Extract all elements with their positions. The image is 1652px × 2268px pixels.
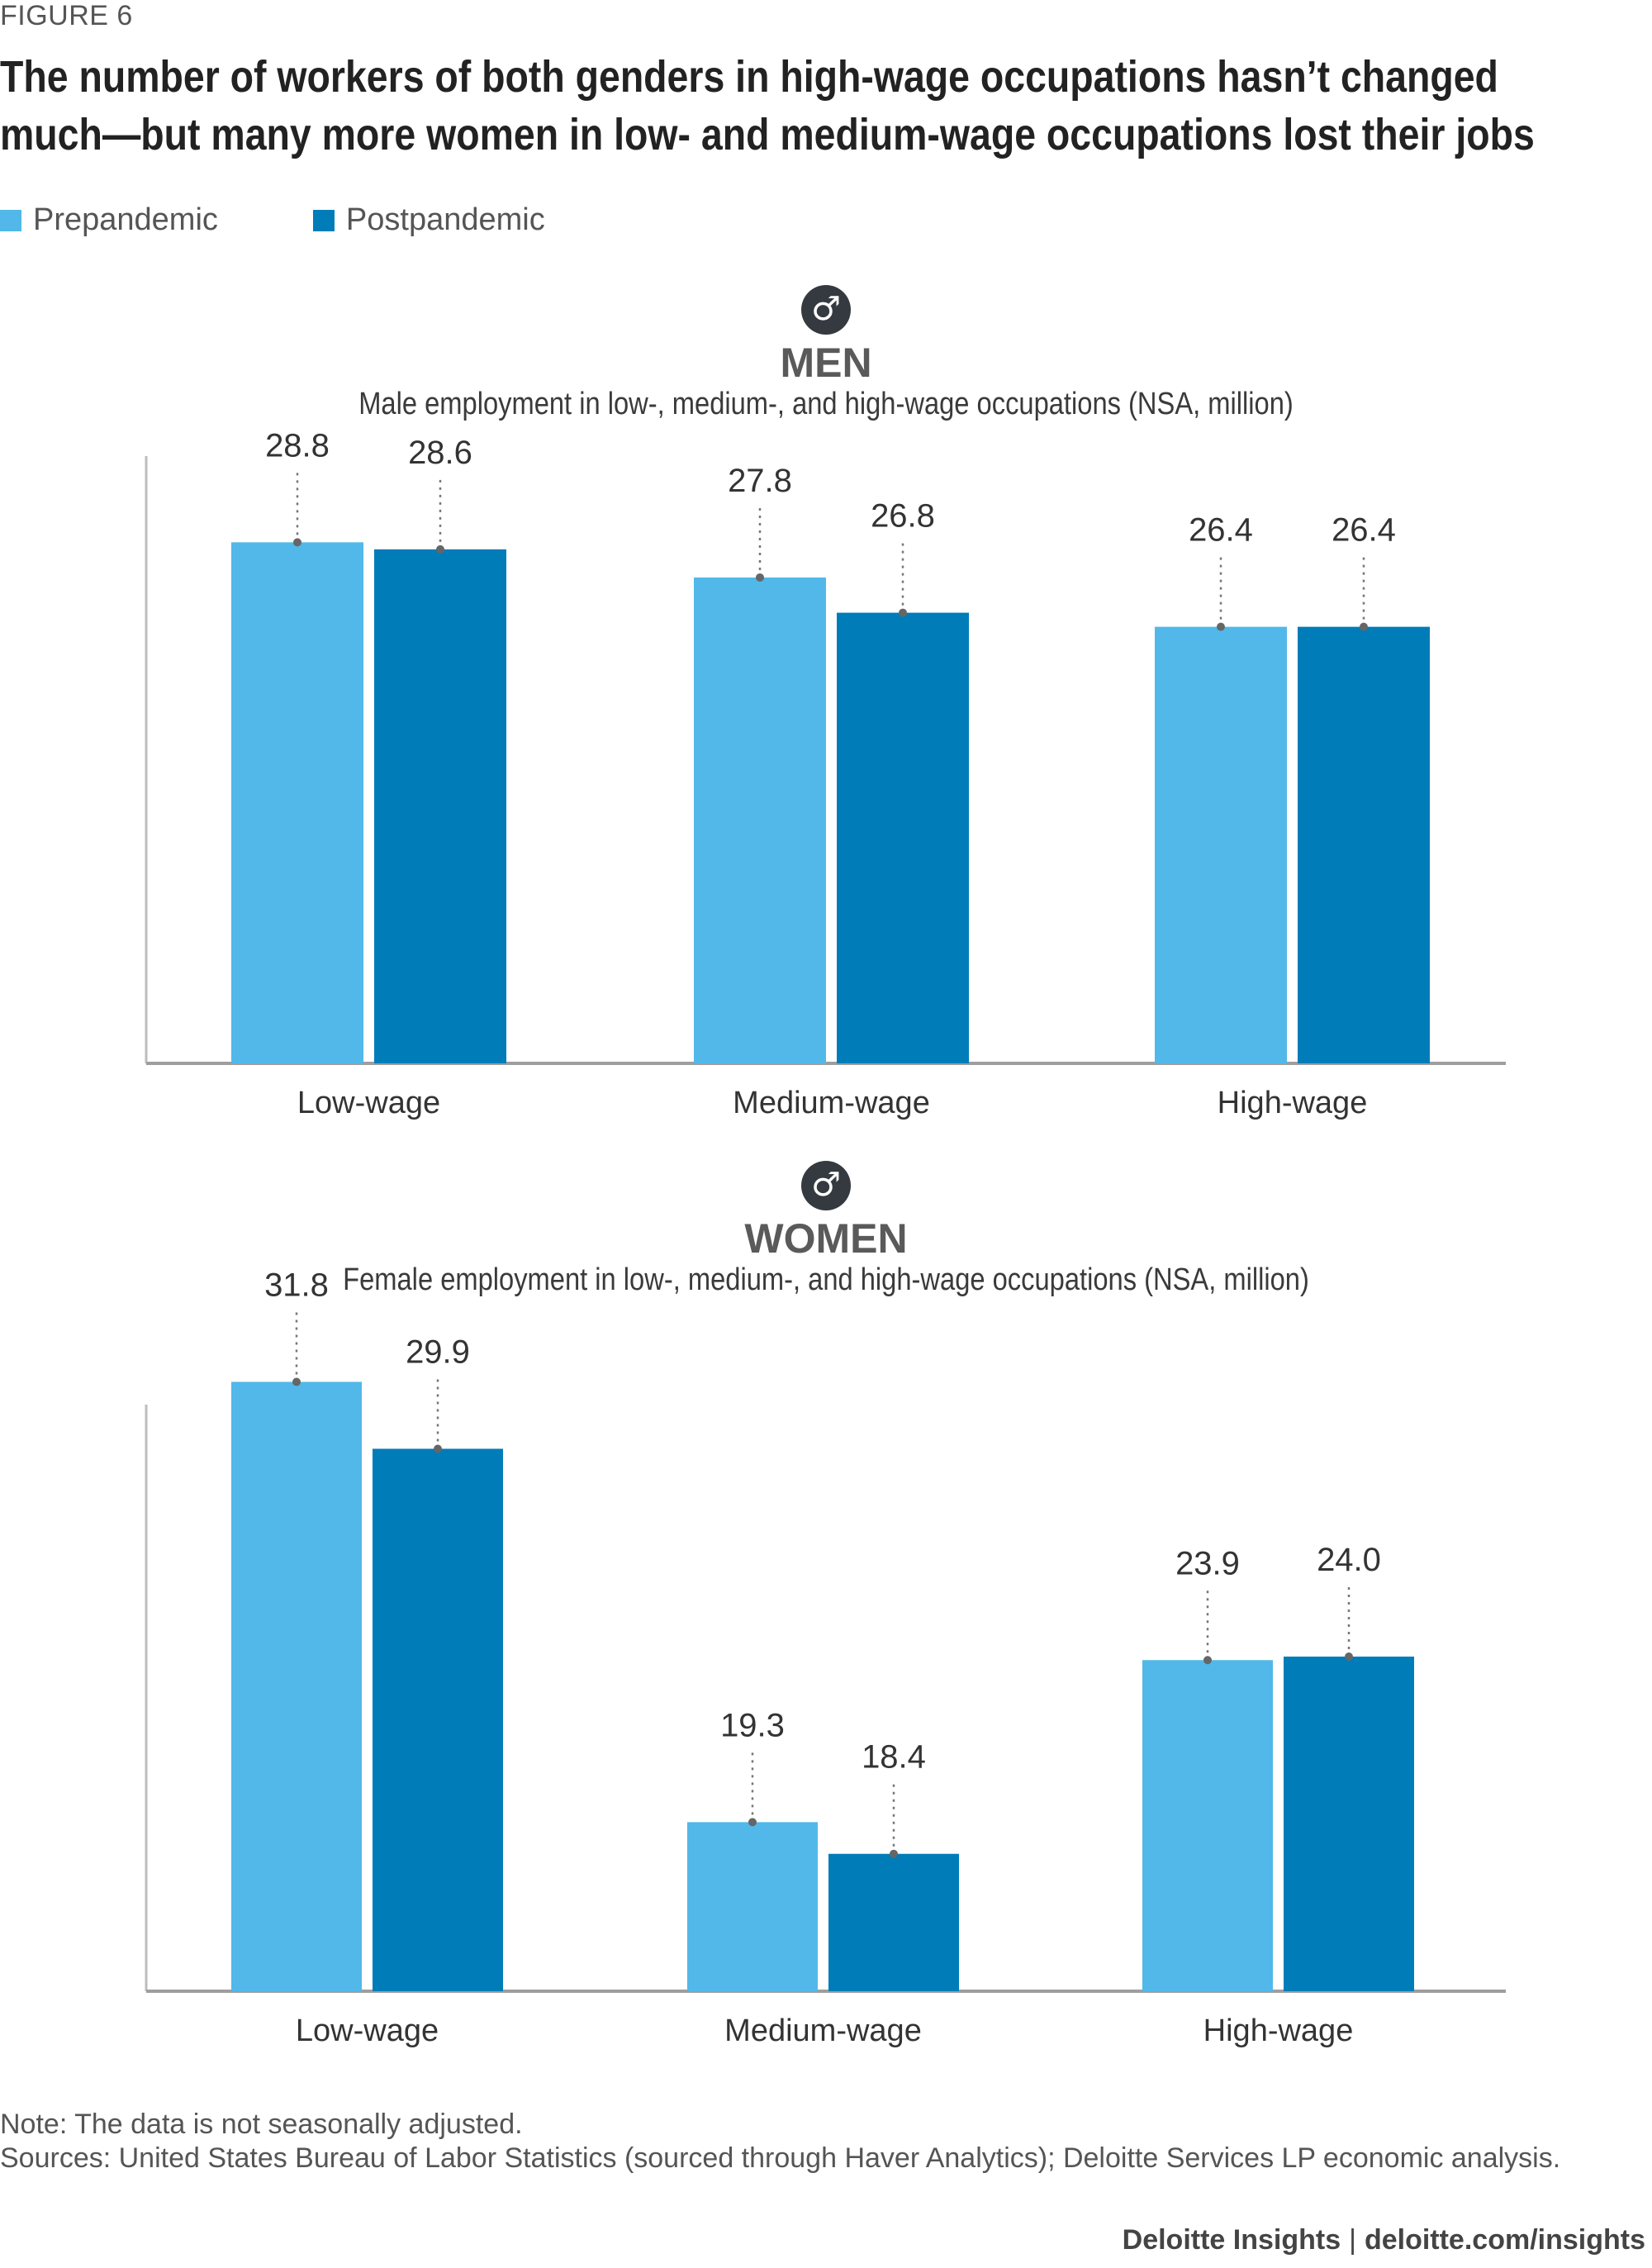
- figure-label: FIGURE 6: [0, 0, 133, 31]
- men-bar-medium-wage-prepandemic: [694, 577, 826, 1063]
- men-value-label-low-wage-postpandemic: 28.6: [408, 435, 472, 471]
- footer-brand: Deloitte Insights: [1122, 2224, 1341, 2256]
- women-category-label-medium-wage: Medium-wage: [724, 2014, 922, 2048]
- women-value-label-medium-wage-postpandemic: 18.4: [862, 1739, 926, 1776]
- legend: Prepandemic Postpandemic: [0, 202, 640, 238]
- women-value-label-high-wage-prepandemic: 23.9: [1175, 1545, 1240, 1581]
- men-marker-low-wage-prepandemic: [293, 538, 301, 547]
- men-marker-high-wage-postpandemic: [1360, 622, 1368, 631]
- men-bar-low-wage-prepandemic: [231, 542, 363, 1063]
- legend-swatch-prepandemic: [0, 209, 21, 231]
- men-bar-medium-wage-postpandemic: [837, 612, 969, 1063]
- men-bar-chart: 28.8 28.6 Low-wage 27.8 26.8 Medium-wage 26.4 2…: [145, 427, 1506, 1120]
- women-category-label-high-wage: High-wage: [1203, 2014, 1354, 2048]
- legend-label-prepandemic: Prepandemic: [33, 202, 218, 237]
- men-value-label-low-wage-prepandemic: 28.8: [265, 427, 330, 464]
- women-bar-high-wage-postpandemic: [1284, 1657, 1414, 1991]
- women-value-label-medium-wage-prepandemic: 19.3: [720, 1707, 785, 1743]
- male-icon: ♂: [801, 285, 851, 335]
- women-category-label-low-wage: Low-wage: [296, 2014, 439, 2048]
- women-panel-title: WOMEN: [744, 1215, 908, 1262]
- men-panel-title: MEN: [780, 340, 872, 386]
- men-value-label-medium-wage-prepandemic: 27.8: [728, 463, 792, 499]
- female-icon: ♂: [801, 1161, 851, 1210]
- men-value-label-high-wage-prepandemic: 26.4: [1189, 512, 1253, 549]
- sources-text: Sources: United States Bureau of Labor S…: [0, 2142, 1561, 2174]
- legend-item-postpandemic: Postpandemic: [312, 202, 545, 238]
- women-marker-low-wage-postpandemic: [434, 1444, 442, 1453]
- men-bar-high-wage-postpandemic: [1298, 626, 1430, 1063]
- men-marker-medium-wage-postpandemic: [899, 608, 907, 617]
- women-bar-low-wage-postpandemic: [373, 1448, 503, 1991]
- men-value-label-high-wage-postpandemic: 26.4: [1332, 512, 1396, 549]
- men-category-label-medium-wage: Medium-wage: [733, 1086, 930, 1120]
- women-value-label-high-wage-postpandemic: 24.0: [1317, 1542, 1381, 1578]
- women-marker-high-wage-postpandemic: [1345, 1652, 1353, 1661]
- women-marker-medium-wage-postpandemic: [890, 1849, 898, 1858]
- men-panel-subtitle: Male employment in low-, medium-, and hi…: [358, 387, 1294, 421]
- women-marker-low-wage-prepandemic: [292, 1377, 301, 1386]
- men-bar-high-wage-prepandemic: [1155, 626, 1287, 1063]
- women-bar-chart: 31.8 29.9 Low-wage 19.3 18.4 Medium-wage 23.9 2…: [145, 1267, 1506, 2048]
- note-text: Note: The data is not seasonally adjuste…: [0, 2109, 523, 2140]
- headline-line-2: much—but many more women in low- and med…: [0, 110, 1535, 159]
- men-category-label-high-wage: High-wage: [1218, 1086, 1368, 1120]
- women-marker-medium-wage-prepandemic: [748, 1818, 757, 1827]
- men-marker-medium-wage-prepandemic: [756, 573, 764, 582]
- women-bar-medium-wage-postpandemic: [828, 1853, 959, 1991]
- footer-link[interactable]: deloitte.com/insights: [1364, 2224, 1645, 2256]
- legend-label-postpandemic: Postpandemic: [345, 202, 545, 237]
- men-bar-low-wage-postpandemic: [374, 549, 506, 1063]
- women-panel-subtitle: Female employment in low-, medium-, and …: [343, 1262, 1309, 1297]
- men-marker-low-wage-postpandemic: [436, 544, 444, 554]
- women-bar-low-wage-prepandemic: [231, 1381, 362, 1991]
- men-value-label-medium-wage-postpandemic: 26.8: [871, 498, 935, 535]
- footer: Deloitte Insights | deloitte.com/insights: [1123, 2224, 1645, 2256]
- legend-swatch-postpandemic: [312, 209, 335, 231]
- women-value-label-low-wage-postpandemic: 29.9: [406, 1334, 470, 1370]
- headline-line-1: The number of workers of both genders in…: [0, 52, 1498, 102]
- chart-headline: The number of workers of both genders in…: [0, 48, 1535, 164]
- women-value-label-low-wage-prepandemic: 31.8: [264, 1267, 329, 1303]
- women-bar-medium-wage-prepandemic: [687, 1822, 818, 1991]
- men-category-label-low-wage: Low-wage: [297, 1086, 440, 1120]
- men-marker-high-wage-prepandemic: [1217, 622, 1225, 631]
- women-marker-high-wage-prepandemic: [1203, 1656, 1212, 1665]
- women-bar-high-wage-prepandemic: [1142, 1660, 1273, 1991]
- footer-separator: |: [1349, 2224, 1356, 2256]
- legend-item-prepandemic: Prepandemic: [0, 202, 218, 238]
